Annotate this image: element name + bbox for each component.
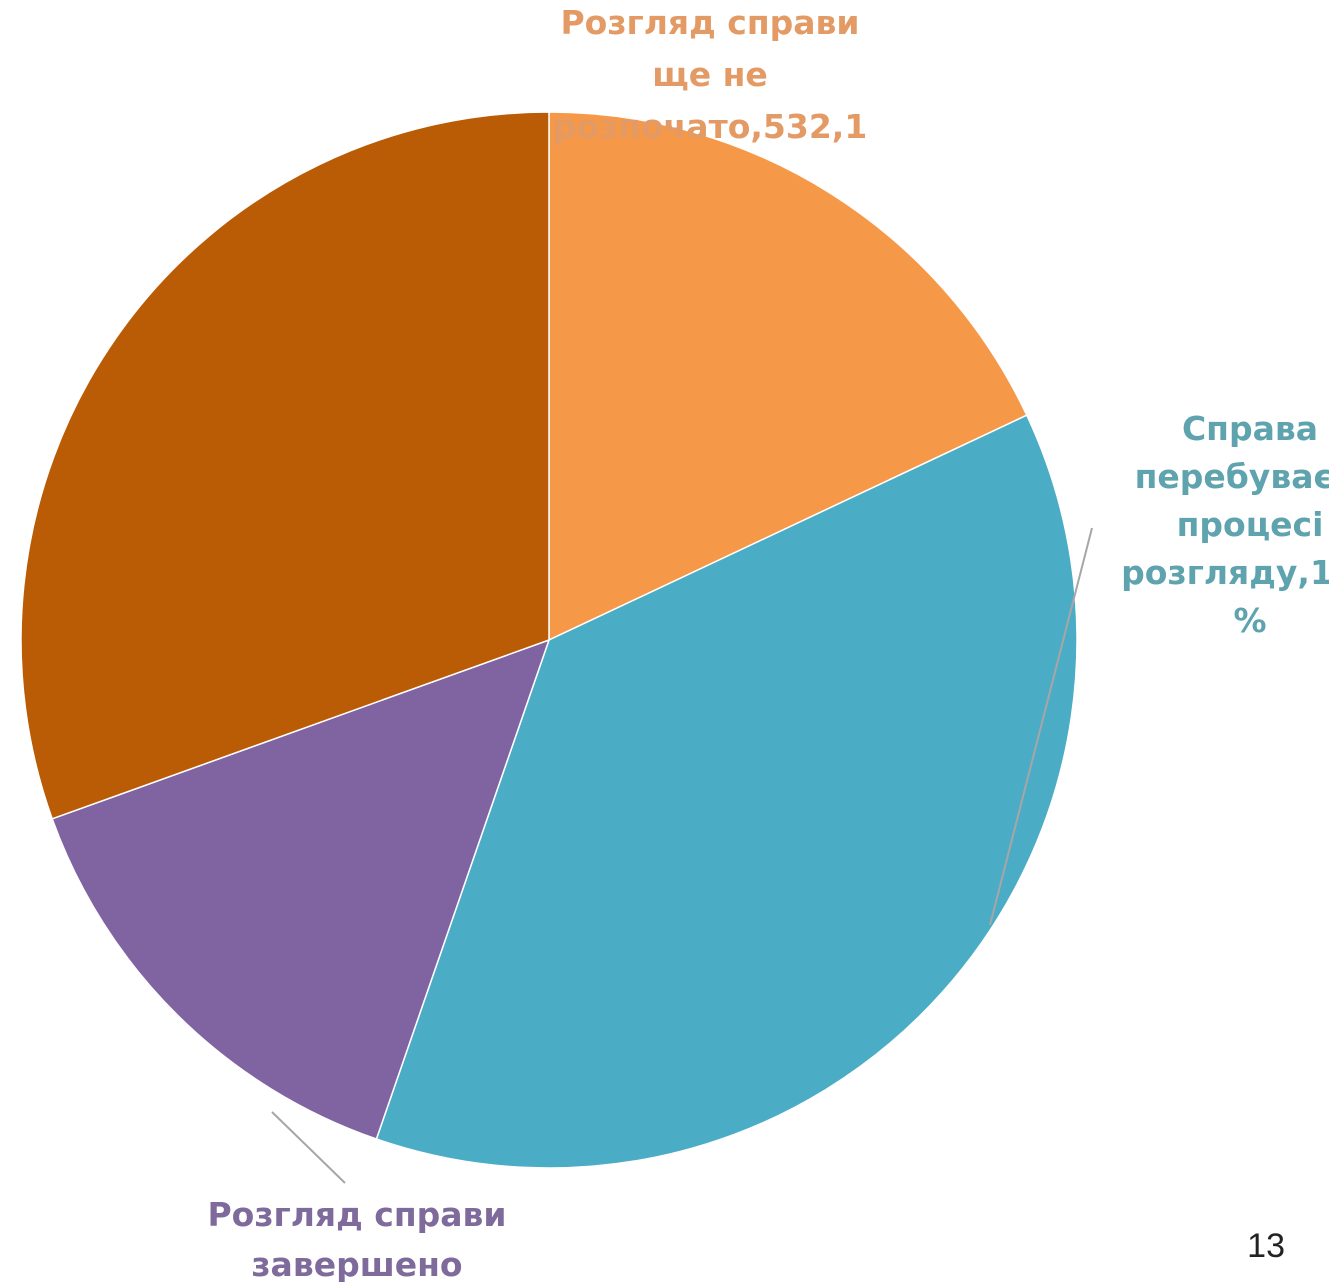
pie-slices [20, 111, 1078, 1169]
slice-label-line: процесі [1177, 505, 1324, 544]
slice-label-in-process: Справа перебуває в процесі розгляду,104% [1121, 409, 1329, 640]
pie-slice-other [20, 111, 550, 820]
leader-line-in-process [989, 527, 1093, 926]
slice-label-line: завершено [251, 1245, 462, 1282]
slice-label-line: Розгляд справи [207, 1195, 506, 1234]
leader-lines [271, 527, 1093, 1184]
slice-labels: Розгляд справи ще не розпочато,532,1 Справ… [207, 3, 1329, 1282]
pie-slice-not-started [548, 111, 1028, 642]
pie-slice-completed [51, 638, 551, 1140]
slice-label-line: ще не [652, 55, 768, 94]
slice-label-line: розпочато,532,1 [553, 107, 868, 146]
slice-label-line: Розгляд справи [560, 3, 859, 42]
slice-label-line: % [1233, 601, 1266, 640]
slice-label-line: перебуває в [1135, 457, 1329, 496]
pie-slice-in-process [375, 414, 1078, 1169]
slice-label-line: розгляду,104 [1121, 553, 1329, 592]
slice-label-not-started: Розгляд справи ще не розпочато,532,1 [553, 3, 868, 146]
page-number: 13 [1247, 1227, 1285, 1265]
slice-label-completed: Розгляд справи завершено [207, 1195, 506, 1282]
leader-line-completed [271, 1111, 346, 1184]
slice-label-line: Справа [1182, 409, 1318, 448]
